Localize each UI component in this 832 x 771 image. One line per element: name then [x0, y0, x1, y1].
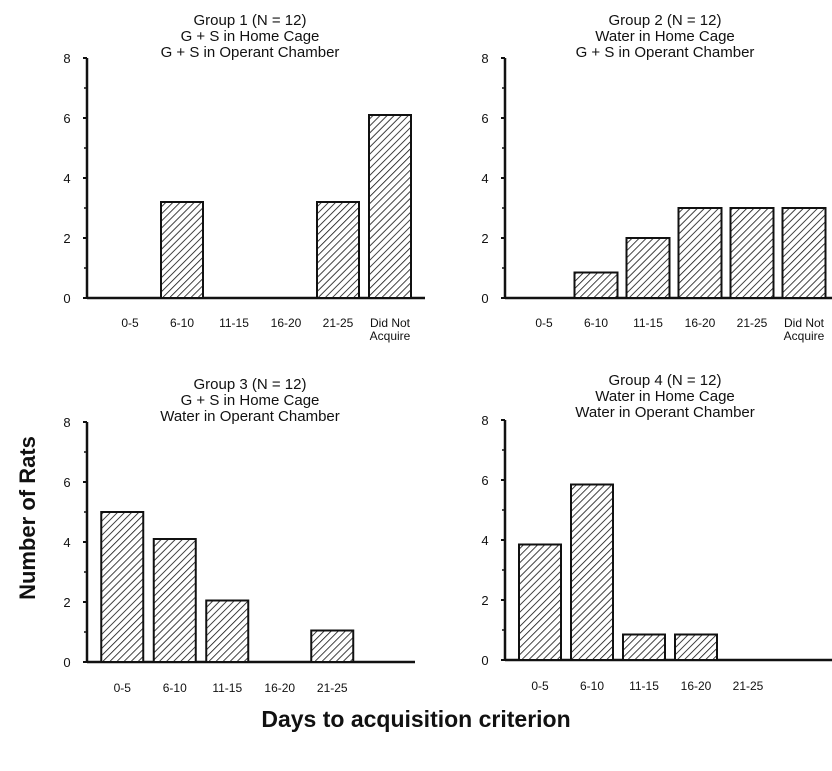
y-axis-label: Number of Rats [8, 368, 48, 668]
x-tick-label: 11-15 [212, 681, 242, 695]
panel-title-line: G + S in Operant Chamber [576, 44, 755, 61]
panel-title-line: Group 2 (N = 12) [609, 12, 722, 29]
x-tick-label: 16-20 [264, 681, 295, 695]
y-tick-label: 0 [481, 291, 488, 306]
x-tick-label: Did Not Acquire [784, 316, 825, 343]
y-tick-label: 2 [481, 231, 488, 246]
y-tick-label: 6 [63, 111, 70, 126]
panel-title-line: G + S in Home Cage [181, 28, 320, 45]
bar [152, 538, 197, 663]
panel-title-line: Water in Home Cage [595, 28, 735, 45]
x-tick-label: 21-25 [323, 316, 354, 330]
y-tick-label: 8 [481, 51, 488, 66]
bar [310, 629, 355, 663]
y-tick-label: 4 [63, 535, 70, 550]
y-tick-label: 2 [481, 593, 488, 608]
x-tick-label: 0-5 [114, 681, 132, 695]
bar [622, 633, 666, 661]
bar [316, 201, 360, 299]
y-tick-label: 0 [63, 655, 70, 670]
panel-title-line: Group 1 (N = 12) [194, 12, 307, 29]
y-tick-label: 4 [481, 171, 488, 186]
x-tick-label: 0-5 [121, 316, 139, 330]
bar [570, 483, 614, 661]
panel-title-line: G + S in Operant Chamber [161, 44, 340, 61]
bar [677, 207, 723, 299]
x-tick-label: 6-10 [584, 316, 608, 330]
bar [100, 511, 145, 663]
x-tick-label: 21-25 [733, 679, 764, 693]
y-tick-label: 2 [63, 231, 70, 246]
bar [674, 633, 718, 661]
y-tick-label: 4 [63, 171, 70, 186]
panel-group-3: Group 3 (N = 12)G + S in Home CageWater … [63, 376, 415, 695]
bar [573, 271, 619, 299]
x-tick-label: 6-10 [170, 316, 194, 330]
panel-group-4: Group 4 (N = 12)Water in Home CageWater … [481, 372, 832, 693]
y-tick-label: 6 [481, 111, 488, 126]
panel-title-line: Water in Home Cage [595, 388, 735, 405]
bar [368, 114, 412, 299]
y-tick-label: 8 [63, 415, 70, 430]
x-tick-label: 21-25 [737, 316, 768, 330]
panel-title-line: Group 4 (N = 12) [609, 372, 722, 389]
bar [160, 201, 204, 299]
y-tick-label: 8 [481, 413, 488, 428]
y-tick-label: 6 [63, 475, 70, 490]
x-tick-label: 0-5 [531, 679, 549, 693]
y-axis-label-text: Number of Rats [15, 436, 40, 600]
bar [205, 599, 250, 663]
x-tick-label: 0-5 [535, 316, 553, 330]
x-axis-label: Days to acquisition criterion [261, 706, 571, 732]
x-tick-label: 16-20 [685, 316, 716, 330]
panel-title-line: Water in Operant Chamber [160, 408, 340, 425]
y-tick-label: 0 [481, 653, 488, 668]
bar [518, 543, 562, 661]
x-tick-label: 11-15 [629, 679, 659, 693]
x-tick-label: 6-10 [580, 679, 604, 693]
x-tick-label: 21-25 [317, 681, 348, 695]
x-tick-label: 16-20 [681, 679, 712, 693]
bar [781, 207, 827, 299]
y-tick-label: 8 [63, 51, 70, 66]
x-tick-label: 16-20 [271, 316, 302, 330]
y-tick-label: 0 [63, 291, 70, 306]
bar [729, 207, 775, 299]
panel-title-line: G + S in Home Cage [181, 392, 320, 409]
x-tick-label: 11-15 [633, 316, 663, 330]
y-tick-label: 4 [481, 533, 488, 548]
bar [625, 237, 671, 299]
y-tick-label: 2 [63, 595, 70, 610]
panel-title-line: Group 3 (N = 12) [194, 376, 307, 393]
y-tick-label: 6 [481, 473, 488, 488]
x-tick-label: 11-15 [219, 316, 249, 330]
x-tick-label: Did Not Acquire [370, 316, 411, 343]
x-tick-label: 6-10 [163, 681, 187, 695]
panel-title-line: Water in Operant Chamber [575, 404, 755, 421]
